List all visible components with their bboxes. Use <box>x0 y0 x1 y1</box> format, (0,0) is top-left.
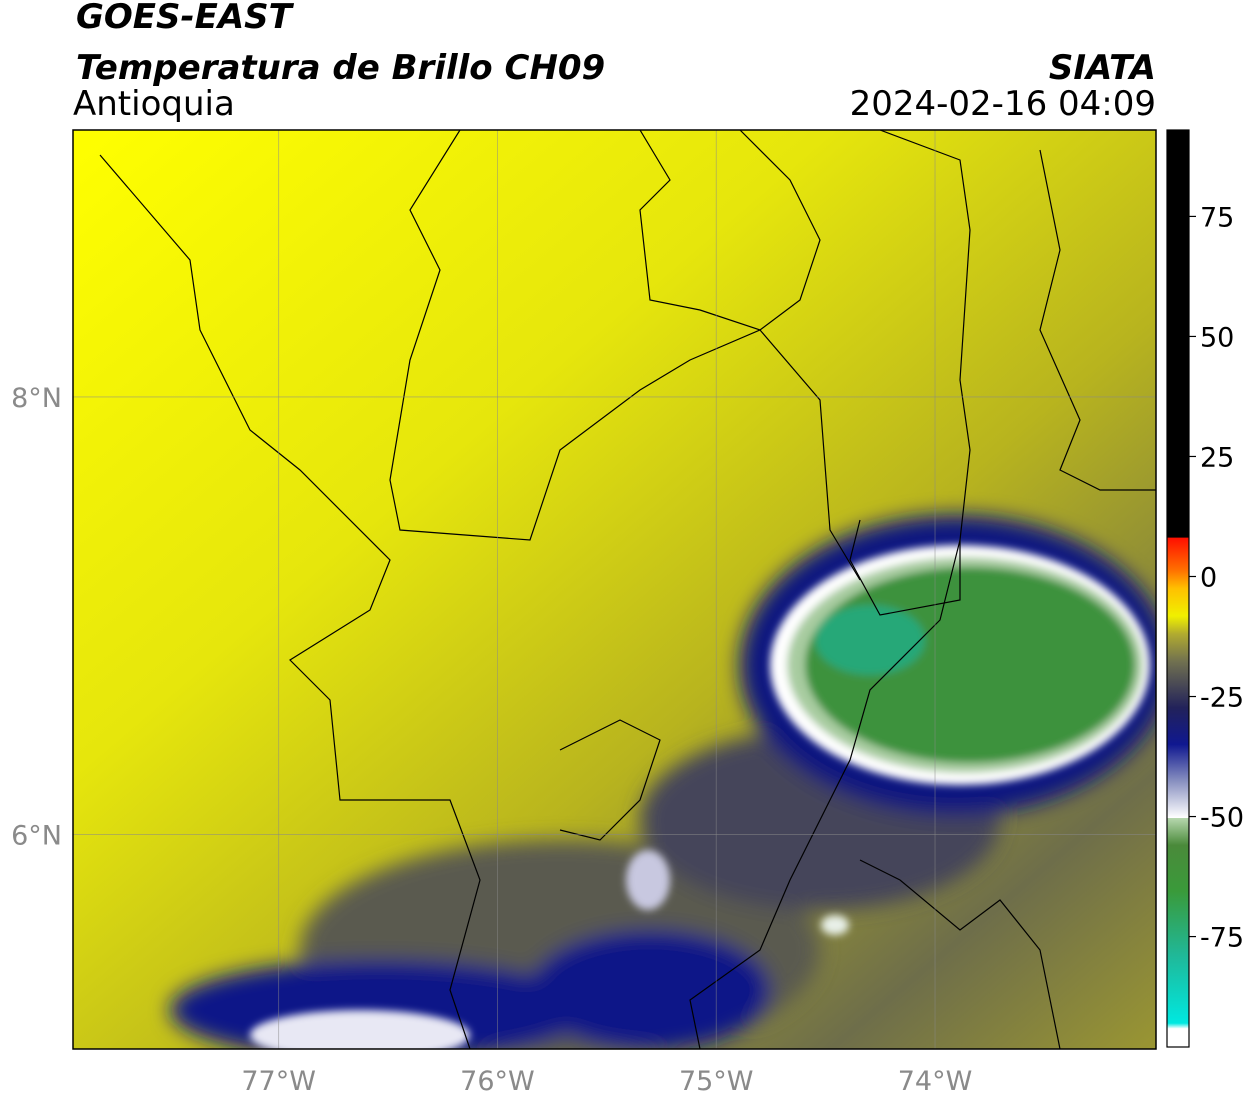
x-tick-label: 75°W <box>679 1066 754 1097</box>
x-tick-label: 74°W <box>898 1066 973 1097</box>
source: SIATA <box>1049 48 1156 88</box>
colorbar-tick-label: 75 <box>1200 202 1234 233</box>
map-frame <box>72 129 1157 1050</box>
region: Antioquia <box>73 84 235 124</box>
datetime: 2024-02-16 04:09 <box>850 84 1156 124</box>
colorbar-tick-label: 50 <box>1200 322 1234 353</box>
colorbar-tick-label: -25 <box>1200 683 1244 714</box>
colorbar <box>1166 129 1190 1048</box>
map-image <box>73 130 1156 1049</box>
subtitle: Temperatura de Brillo CH09 <box>76 48 605 88</box>
colorbar-tick-label: 0 <box>1200 562 1217 593</box>
y-tick-label: 6°N <box>11 821 62 852</box>
y-tick-label: 8°N <box>11 383 62 414</box>
colorbar-tick-label: 25 <box>1200 442 1234 473</box>
title: GOES-EAST <box>76 0 295 37</box>
graticule <box>73 130 1156 1049</box>
colorbar-tick-label: -75 <box>1200 923 1244 954</box>
colorbar-tick-label: -50 <box>1200 803 1244 834</box>
x-tick-label: 77°W <box>241 1066 316 1097</box>
x-tick-label: 76°W <box>460 1066 535 1097</box>
